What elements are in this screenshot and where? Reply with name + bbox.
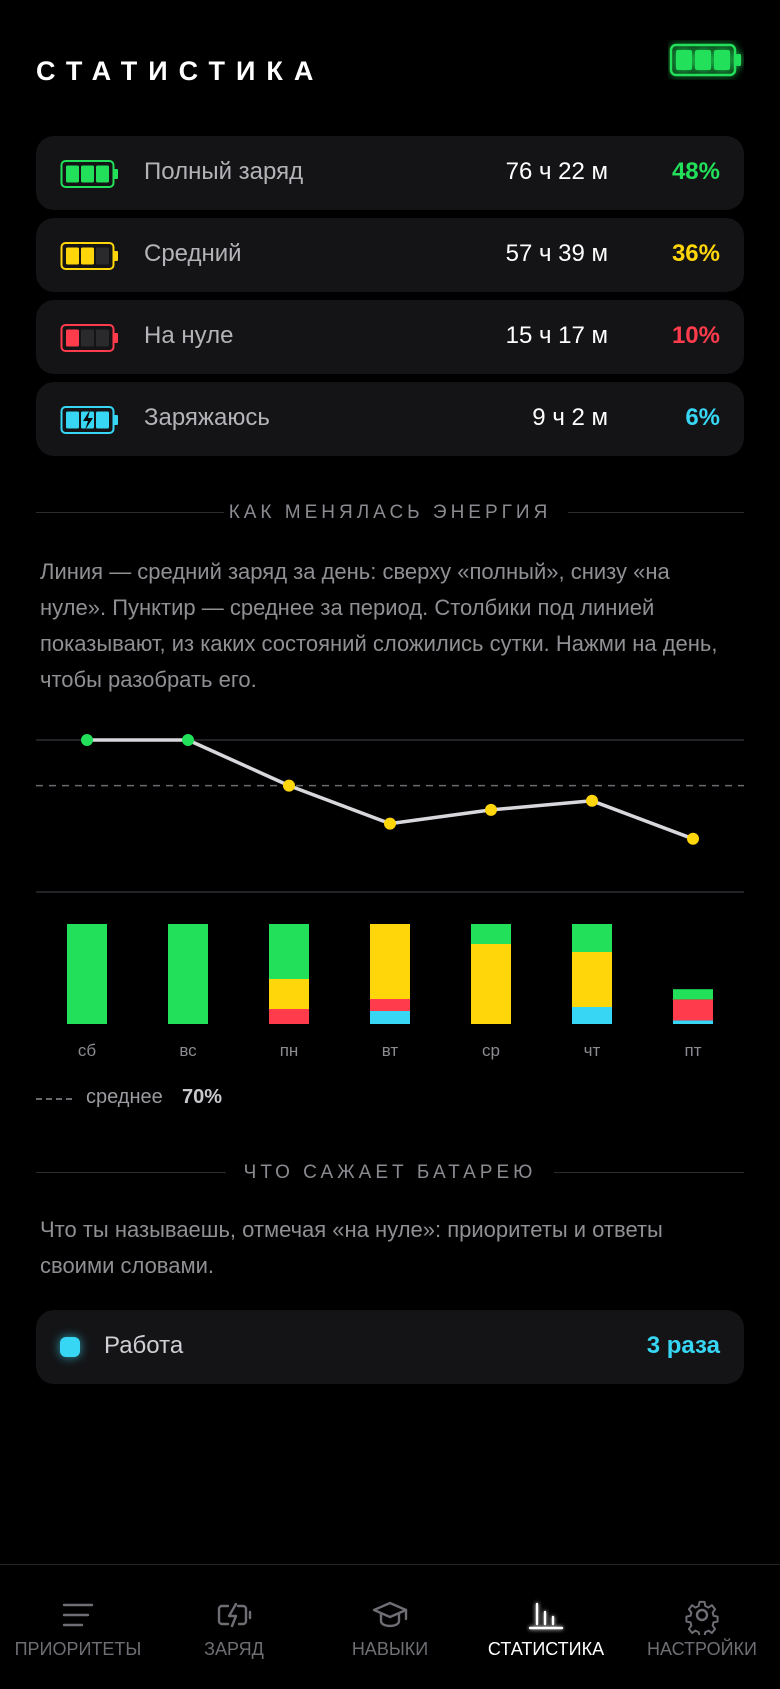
section-heading: КАК МЕНЯЛАСЬ ЭНЕРГИЯ bbox=[228, 502, 552, 523]
bar-segment-empty bbox=[673, 999, 713, 1021]
tab-label: ПРИОРИТЕТЫ bbox=[14, 1639, 142, 1659]
day-label: сб bbox=[78, 1041, 97, 1060]
line-point bbox=[81, 734, 93, 746]
section-heading: ЧТО САЖАЕТ БАТАРЕЮ bbox=[243, 1162, 537, 1183]
battery-low-icon bbox=[60, 324, 118, 352]
state-summary-list: Полный заряд 76 ч 22 м 48% Средний 57 ч … bbox=[36, 136, 744, 464]
day-label: вс bbox=[179, 1041, 197, 1060]
dashed-line-swatch bbox=[36, 1098, 72, 1100]
bar-segment-full bbox=[572, 924, 612, 952]
stat-label: Полный заряд bbox=[144, 158, 304, 185]
bar-segment-full bbox=[67, 924, 107, 1024]
day-label: чт bbox=[584, 1041, 601, 1060]
bar-segment-empty bbox=[269, 1009, 309, 1024]
day-label: ср bbox=[482, 1041, 500, 1060]
day-label: вт bbox=[382, 1041, 399, 1060]
section-divider-energy: КАК МЕНЯЛАСЬ ЭНЕРГИЯ bbox=[36, 498, 744, 528]
bar-segment-medium bbox=[269, 979, 309, 1009]
tab-settings[interactable]: НАСТРОЙКИ bbox=[624, 1565, 780, 1689]
battery-full-icon bbox=[60, 160, 118, 188]
battery-charging-icon bbox=[60, 406, 118, 434]
line-point bbox=[384, 817, 396, 830]
gear-icon bbox=[685, 1600, 719, 1635]
drain-description: Что ты называешь, отмечая «на нуле»: при… bbox=[40, 1217, 663, 1278]
stat-row-medium: Средний 57 ч 39 м 36% bbox=[36, 218, 744, 292]
tab-statistics[interactable]: СТАТИСТИКА bbox=[468, 1565, 624, 1689]
stat-row-full: Полный заряд 76 ч 22 м 48% bbox=[36, 136, 744, 210]
bottom-tab-bar: ПРИОРИТЕТЫ ЗАРЯД НАВЫКИ bbox=[0, 1564, 780, 1689]
line-point bbox=[283, 779, 295, 792]
battery-full-icon bbox=[669, 43, 741, 77]
legend-value: 70% bbox=[182, 1086, 223, 1108]
drain-item-count: 3 раза bbox=[646, 1332, 720, 1359]
line-point bbox=[485, 803, 497, 816]
bar-segment-charging bbox=[370, 1011, 410, 1024]
stat-row-charging: Заряжаюсь 9 ч 2 м 6% bbox=[36, 382, 744, 456]
legend-label: среднее bbox=[86, 1086, 163, 1108]
bar-segment-full bbox=[673, 989, 713, 1000]
energy-chart[interactable]: сб вс пн вт ср чт пт bbox=[36, 718, 744, 1068]
day-label: пт bbox=[685, 1041, 702, 1060]
day-label: пн bbox=[280, 1041, 299, 1060]
bar-segment-empty bbox=[370, 999, 410, 1011]
stat-duration: 15 ч 17 м bbox=[505, 322, 608, 349]
list-icon bbox=[62, 1603, 94, 1627]
tab-charge[interactable]: ЗАРЯД bbox=[156, 1565, 312, 1689]
bar-segment-full bbox=[168, 924, 208, 1024]
tab-label: ЗАРЯД bbox=[204, 1639, 264, 1659]
energy-description: Линия — средний заряд за день: сверху «п… bbox=[40, 559, 718, 692]
bar-segment-full bbox=[471, 924, 511, 944]
bar-segment-charging bbox=[673, 1020, 713, 1024]
tab-skills[interactable]: НАВЫКИ bbox=[312, 1565, 468, 1689]
stat-label: Средний bbox=[144, 240, 242, 267]
stat-percent: 6% bbox=[685, 404, 720, 431]
header: СТАТИСТИКА bbox=[36, 40, 744, 100]
stat-duration: 76 ч 22 м bbox=[505, 158, 608, 185]
category-color-dot bbox=[60, 1337, 80, 1357]
drain-item-label: Работа bbox=[104, 1332, 184, 1359]
stat-label: На нуле bbox=[144, 322, 234, 349]
tab-priorities[interactable]: ПРИОРИТЕТЫ bbox=[0, 1565, 156, 1689]
battery-charge-icon bbox=[217, 1602, 252, 1628]
bar-segment-full bbox=[269, 924, 309, 979]
line-point bbox=[687, 832, 699, 845]
bar-chart-icon bbox=[528, 1602, 564, 1630]
bar-segment-medium bbox=[572, 952, 612, 1007]
graduation-cap-icon bbox=[372, 1601, 408, 1628]
battery-medium-icon bbox=[60, 242, 118, 270]
section-divider-drain: ЧТО САЖАЕТ БАТАРЕЮ bbox=[36, 1158, 744, 1188]
stat-row-empty: На нуле 15 ч 17 м 10% bbox=[36, 300, 744, 374]
drain-item-work[interactable]: Работа 3 раза bbox=[36, 1310, 744, 1384]
stat-duration: 9 ч 2 м bbox=[532, 404, 608, 431]
stat-duration: 57 ч 39 м bbox=[505, 240, 608, 267]
stat-percent: 36% bbox=[671, 240, 720, 267]
tab-label: НАСТРОЙКИ bbox=[647, 1639, 757, 1659]
bar-segment-medium bbox=[471, 944, 511, 1024]
tab-label: СТАТИСТИКА bbox=[487, 1639, 605, 1659]
tab-label: НАВЫКИ bbox=[351, 1639, 429, 1659]
line-point bbox=[586, 794, 598, 807]
line-point bbox=[182, 734, 194, 746]
bar-segment-medium bbox=[370, 924, 410, 999]
stat-label: Заряжаюсь bbox=[144, 404, 270, 431]
stat-percent: 48% bbox=[671, 158, 720, 185]
stat-percent: 10% bbox=[671, 322, 720, 349]
bar-segment-charging bbox=[572, 1007, 612, 1024]
page-title: СТАТИСТИКА bbox=[36, 56, 325, 86]
